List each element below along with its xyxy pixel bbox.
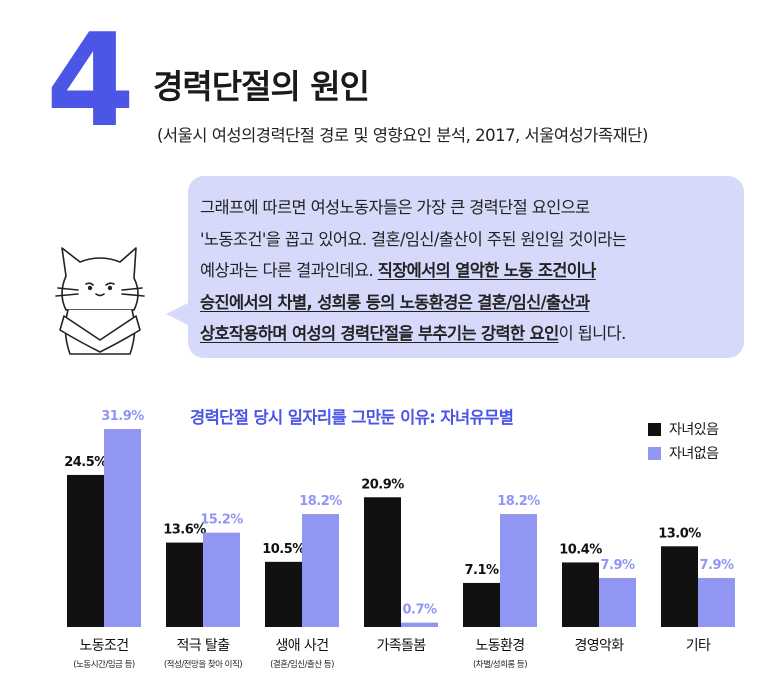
bar-with-children bbox=[661, 546, 698, 627]
data-label-without-children: 18.2% bbox=[299, 494, 342, 509]
data-label-with-children: 7.1% bbox=[464, 563, 499, 578]
data-label-without-children: 0.7% bbox=[402, 603, 437, 618]
category-sublabel: (차별/성희롱 등) bbox=[473, 659, 527, 670]
bar-with-children bbox=[364, 497, 401, 627]
cat-illustration bbox=[55, 247, 145, 355]
legend-label-with-children: 자녀있음 bbox=[669, 422, 719, 438]
page-title: 경력단절의 원인 bbox=[153, 67, 370, 106]
category-sublabel: (적성/전망을 찾아 이직) bbox=[164, 659, 242, 670]
bubble-line-1: 그래프에 따르면 여성노동자들은 가장 큰 경력단절 요인으로 bbox=[200, 198, 590, 217]
data-label-without-children: 18.2% bbox=[497, 494, 540, 509]
data-label-without-children: 15.2% bbox=[200, 513, 243, 528]
bar-without-children bbox=[599, 577, 636, 627]
bar-without-children bbox=[401, 622, 438, 627]
bar-with-children bbox=[562, 562, 599, 627]
bubble-line-5: 상호작용하며 여성의 경력단절을 부추기는 강력한 요인이 됩니다. bbox=[200, 318, 740, 350]
category-label: 노동환경 bbox=[475, 638, 524, 654]
data-label-with-children: 24.5% bbox=[64, 455, 107, 470]
bar-without-children bbox=[104, 429, 141, 627]
category-label: 가족돌봄 bbox=[376, 638, 426, 654]
category-sublabel: (노동시간/임금 등) bbox=[73, 659, 135, 670]
data-label-with-children: 10.5% bbox=[262, 542, 305, 557]
category-label: 기타 bbox=[686, 638, 711, 654]
section-number: 4 bbox=[46, 7, 135, 156]
legend-item-without-children: 자녀없음 bbox=[648, 441, 719, 465]
legend-item-with-children: 자녀있음 bbox=[648, 417, 719, 441]
bubble-line-3-emphasis: 직장에서의 열악한 노동 조건이나 bbox=[377, 261, 597, 281]
bubble-line-4: 승진에서의 차별, 성희롱 등의 노동환경은 결혼/임신/출산과 bbox=[200, 292, 590, 312]
bar-with-children bbox=[463, 582, 500, 627]
bubble-line-2: '노동조건'을 꼽고 있어요. 결혼/임신/출산이 주된 원인일 것이라는 bbox=[200, 229, 627, 249]
source-citation: (서울시 여성의경력단절 경로 및 영향요인 분석, 2017, 서울여성가족재… bbox=[157, 126, 648, 145]
category-label: 생애 사건 bbox=[276, 638, 329, 654]
data-label-with-children: 20.9% bbox=[361, 477, 404, 492]
bubble-line-5-plain: 이 됩니다. bbox=[558, 324, 627, 344]
bubble-line-3: 예상과는 다른 결과인데요. 직장에서의 열악한 노동 조건이나 bbox=[200, 255, 740, 287]
legend-label-without-children: 자녀없음 bbox=[669, 446, 719, 462]
bar-without-children bbox=[698, 577, 735, 627]
data-label-without-children: 7.9% bbox=[600, 558, 635, 573]
bar-without-children bbox=[203, 532, 240, 627]
bubble-line-5-emphasis: 상호작용하며 여성의 경력단절을 부추기는 강력한 요인 bbox=[200, 324, 559, 344]
bar-without-children bbox=[302, 514, 339, 627]
speech-bubble-text: 그래프에 따르면 여성노동자들은 가장 큰 경력단절 요인으로 '노동조건'을 … bbox=[200, 192, 740, 350]
data-label-without-children: 7.9% bbox=[699, 558, 734, 573]
category-label: 적극 탈출 bbox=[177, 638, 231, 654]
category-label: 노동조건 bbox=[79, 638, 128, 654]
legend-swatch-without-children bbox=[648, 446, 661, 460]
category-sublabel: (결혼/임신/출산 등) bbox=[270, 659, 334, 670]
data-label-with-children: 13.0% bbox=[658, 526, 701, 541]
data-label-with-children: 10.4% bbox=[559, 542, 602, 557]
bar-with-children bbox=[265, 561, 302, 627]
data-label-with-children: 13.6% bbox=[163, 523, 206, 538]
category-label: 경영악화 bbox=[574, 638, 624, 654]
speech-bubble bbox=[188, 176, 744, 358]
chart-legend: 자녀있음 자녀없음 bbox=[648, 417, 719, 465]
bar-without-children bbox=[500, 514, 537, 627]
bubble-line-3-plain: 예상과는 다른 결과인데요. bbox=[200, 261, 378, 281]
bar-with-children bbox=[67, 474, 104, 627]
data-label-without-children: 31.9% bbox=[101, 409, 144, 424]
chart-title: 경력단절 당시 일자리를 그만둔 이유: 자녀유무별 bbox=[190, 408, 514, 427]
speech-bubble-tail bbox=[166, 302, 190, 326]
legend-swatch-with-children bbox=[648, 422, 661, 436]
bar-with-children bbox=[166, 542, 203, 627]
